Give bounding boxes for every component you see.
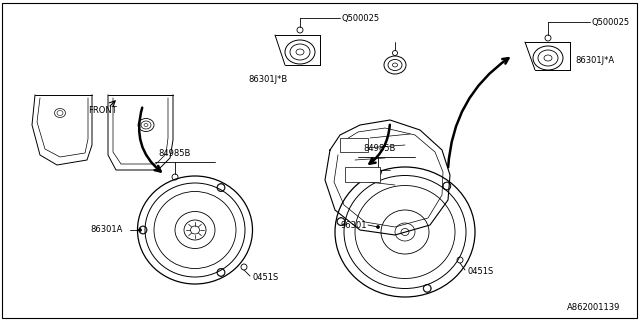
Text: 86301J*A: 86301J*A (575, 55, 614, 65)
Text: 96301: 96301 (340, 220, 367, 229)
Text: Q500025: Q500025 (591, 18, 629, 27)
Text: 86301A: 86301A (90, 226, 122, 235)
Bar (340, 138, 368, 152)
Text: 86301J*B: 86301J*B (248, 75, 287, 84)
Text: 0451S: 0451S (252, 274, 278, 283)
Text: 84985B: 84985B (364, 144, 396, 153)
Text: 0451S: 0451S (467, 268, 493, 276)
Bar (345, 167, 380, 182)
Text: Q500025: Q500025 (341, 13, 379, 22)
Circle shape (138, 228, 141, 231)
Circle shape (376, 226, 380, 228)
Text: 84985B: 84985B (159, 149, 191, 158)
Text: A862001139: A862001139 (566, 303, 620, 312)
Text: FRONT: FRONT (88, 106, 116, 115)
